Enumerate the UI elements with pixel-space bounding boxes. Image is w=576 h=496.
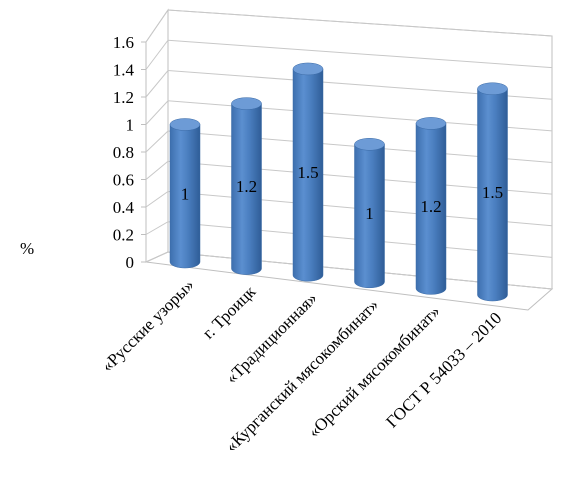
bar: 1.5	[292, 62, 324, 282]
y-tick-label: 0.2	[113, 226, 134, 245]
data-label: 1.5	[482, 183, 503, 202]
category-label: «Орский мясокомбинат»	[304, 302, 444, 442]
bar-body	[477, 88, 508, 302]
gridline	[145, 69, 553, 100]
y-tick-label: 0.8	[113, 143, 134, 162]
gridline	[145, 9, 553, 43]
bar-top	[292, 62, 324, 76]
bar-body	[415, 123, 447, 295]
y-axis-label: %	[20, 239, 34, 258]
bar-top	[231, 97, 262, 110]
category-label: ГОСТ Р 54033 – 2010	[382, 308, 505, 431]
category-label: г. Троицк	[199, 281, 260, 342]
bar-top	[169, 118, 201, 131]
y-tick-label: 1	[126, 116, 135, 135]
bar: 1.2	[415, 117, 447, 295]
bar-body	[231, 103, 262, 275]
bar-body	[292, 68, 324, 282]
bar-body	[354, 144, 385, 289]
data-label: 1.5	[297, 163, 318, 182]
data-label: 1.2	[420, 197, 441, 216]
x-axis-categories: «Русские узоры» г. Троицк«Традиционная»«К…	[98, 275, 506, 456]
bar: 1.2	[231, 97, 262, 275]
y-tick-label: 0.6	[113, 171, 134, 190]
data-label: 1.2	[236, 177, 257, 196]
bar: 1	[354, 138, 385, 289]
gridline	[145, 39, 553, 70]
bar: 1	[169, 118, 201, 269]
bars: 1 1.2 1.5 1 1.2 1.5	[169, 62, 508, 302]
y-tick-label: 1.6	[113, 33, 134, 52]
y-tick-label: 1.2	[113, 88, 134, 107]
bar-body	[169, 124, 201, 269]
y-tick-label: 0	[126, 253, 135, 272]
y-axis-ticks: 0 0.2 0.4 0.6 0.8 1 1.2 1.4 1.6	[113, 33, 135, 272]
y-tick-label: 1.4	[113, 61, 135, 80]
y-tick-label: 0.4	[113, 198, 135, 217]
data-label: 1	[365, 204, 374, 223]
bar: 1.5	[477, 82, 508, 302]
bar-top	[415, 117, 447, 130]
category-label: «Русские узоры»	[98, 275, 198, 375]
bar-top	[477, 82, 508, 95]
data-label: 1	[181, 184, 190, 203]
bar-top	[354, 138, 385, 151]
